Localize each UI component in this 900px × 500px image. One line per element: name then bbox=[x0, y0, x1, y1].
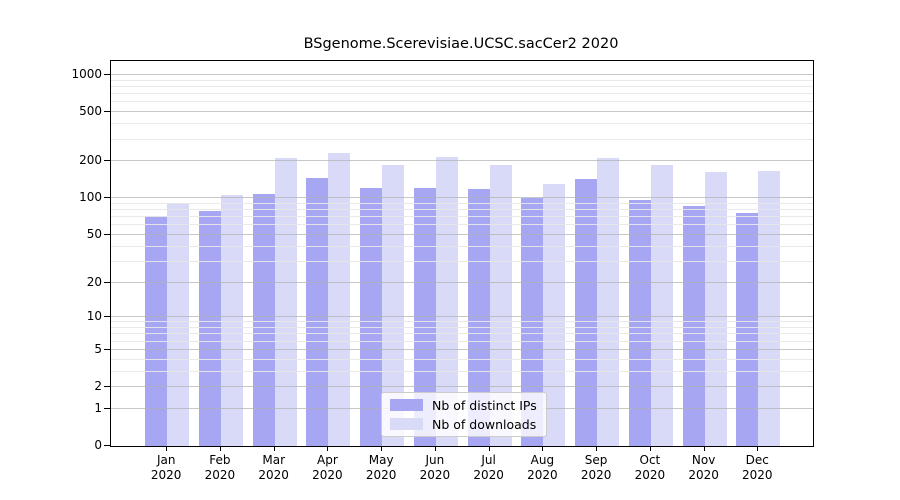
bar-mar-distinct-ips bbox=[252, 194, 275, 446]
bar-jul-distinct-ips bbox=[467, 189, 490, 446]
x-tick-sep bbox=[596, 446, 598, 451]
y-tick-label-1: 1 bbox=[94, 400, 102, 415]
x-tick-label-year: 2020 bbox=[580, 468, 612, 482]
bars-layer bbox=[111, 61, 813, 446]
y-tick-200 bbox=[104, 160, 110, 162]
y-tick-100 bbox=[104, 197, 110, 199]
legend-label-downloads: Nb of downloads bbox=[432, 416, 537, 432]
bar-apr-downloads bbox=[328, 152, 351, 446]
x-tick-label-oct: Oct 2020 bbox=[618, 453, 682, 483]
y-tick-50 bbox=[104, 233, 110, 235]
legend-swatch-distinct-ips-icon bbox=[390, 399, 423, 411]
bar-dec-distinct-ips bbox=[736, 212, 759, 446]
x-tick-apr bbox=[327, 446, 329, 451]
y-tick-0 bbox=[104, 445, 110, 446]
bar-jun-downloads bbox=[435, 156, 458, 446]
y-tick-label-100: 100 bbox=[79, 190, 102, 205]
x-tick-label-year: 2020 bbox=[258, 468, 289, 482]
bar-apr-distinct-ips bbox=[306, 178, 329, 446]
x-tick-label-year: 2020 bbox=[419, 468, 451, 482]
y-tick-1 bbox=[104, 407, 110, 409]
bar-oct-downloads bbox=[650, 165, 673, 446]
legend-swatch-downloads-icon bbox=[390, 418, 423, 430]
bar-dec-downloads bbox=[758, 171, 781, 446]
bar-mar-downloads bbox=[274, 158, 297, 446]
x-tick-mar bbox=[273, 446, 275, 451]
y-tick-label-200: 200 bbox=[79, 153, 102, 168]
bar-jul-downloads bbox=[489, 165, 512, 446]
x-tick-label-may: May 2020 bbox=[349, 453, 413, 483]
y-tick-5 bbox=[104, 348, 110, 350]
x-tick-may bbox=[381, 446, 383, 451]
y-tick-1000 bbox=[104, 74, 110, 75]
bar-jan-distinct-ips bbox=[145, 216, 168, 446]
x-tick-oct bbox=[649, 446, 651, 451]
x-tick-jun bbox=[434, 446, 436, 451]
x-tick-label-jan: Jan 2020 bbox=[134, 453, 198, 483]
x-tick-label-feb: Feb 2020 bbox=[188, 453, 252, 483]
y-tick-label-20: 20 bbox=[86, 274, 102, 289]
y-tick-label-2: 2 bbox=[94, 379, 102, 393]
x-tick-feb bbox=[219, 446, 221, 451]
y-tick-label-50: 50 bbox=[86, 226, 102, 241]
x-tick-label-jul: Jul 2020 bbox=[457, 453, 521, 483]
legend-entry-downloads: Nb of downloads bbox=[390, 417, 538, 432]
bar-aug-downloads bbox=[543, 184, 566, 446]
bar-sep-distinct-ips bbox=[575, 178, 598, 446]
bar-nov-downloads bbox=[704, 171, 727, 446]
y-tick-2 bbox=[104, 386, 110, 387]
y-tick-label-0: 0 bbox=[94, 438, 102, 452]
y-tick-label-1000: 1000 bbox=[71, 67, 102, 81]
x-tick-label-year: 2020 bbox=[204, 468, 236, 482]
x-tick-label-dec: Dec 2020 bbox=[725, 453, 789, 483]
x-tick-nov bbox=[703, 446, 705, 451]
x-tick-label-year: 2020 bbox=[688, 468, 719, 482]
bar-jan-downloads bbox=[167, 202, 190, 446]
legend: Nb of distinct IPs Nb of downloads bbox=[381, 392, 547, 437]
x-tick-label-year: 2020 bbox=[150, 468, 182, 482]
x-tick-label-nov: Nov 2020 bbox=[672, 453, 736, 483]
chart-title: BSgenome.Scerevisiae.UCSC.sacCer2 2020 bbox=[303, 36, 619, 52]
x-tick-label-jun: Jun 2020 bbox=[403, 453, 467, 483]
bar-may-distinct-ips bbox=[360, 188, 383, 446]
x-tick-label-mar: Mar 2020 bbox=[242, 453, 306, 483]
y-tick-500 bbox=[104, 111, 110, 113]
x-tick-jul bbox=[488, 446, 490, 451]
x-tick-label-year: 2020 bbox=[634, 468, 666, 482]
x-tick-label-year: 2020 bbox=[312, 468, 343, 482]
y-tick-label-500: 500 bbox=[79, 104, 102, 119]
x-tick-label-sep: Sep 2020 bbox=[564, 453, 628, 483]
x-tick-label-year: 2020 bbox=[365, 468, 397, 482]
x-tick-dec bbox=[757, 446, 759, 451]
legend-label-distinct-ips: Nb of distinct IPs bbox=[432, 397, 537, 413]
bar-oct-distinct-ips bbox=[628, 199, 651, 446]
plot-area: Nb of distinct IPs Nb of downloads bbox=[110, 60, 814, 447]
x-tick-label-year: 2020 bbox=[742, 468, 773, 482]
bar-feb-distinct-ips bbox=[198, 211, 221, 446]
bar-feb-downloads bbox=[220, 195, 243, 446]
x-tick-label-aug: Aug 2020 bbox=[510, 453, 574, 483]
legend-entry-distinct-ips: Nb of distinct IPs bbox=[390, 398, 538, 413]
y-tick-label-5: 5 bbox=[94, 341, 102, 356]
bar-sep-downloads bbox=[597, 157, 620, 446]
x-tick-label-year: 2020 bbox=[473, 468, 504, 482]
x-tick-label-year: 2020 bbox=[527, 468, 558, 482]
x-tick-label-apr: Apr 2020 bbox=[295, 453, 359, 483]
bar-nov-distinct-ips bbox=[682, 205, 705, 446]
x-tick-aug bbox=[542, 446, 544, 451]
bar-may-downloads bbox=[382, 165, 405, 446]
y-tick-10 bbox=[104, 316, 110, 318]
y-tick-label-10: 10 bbox=[86, 309, 102, 324]
x-tick-jan bbox=[166, 446, 168, 451]
y-tick-20 bbox=[104, 281, 110, 283]
